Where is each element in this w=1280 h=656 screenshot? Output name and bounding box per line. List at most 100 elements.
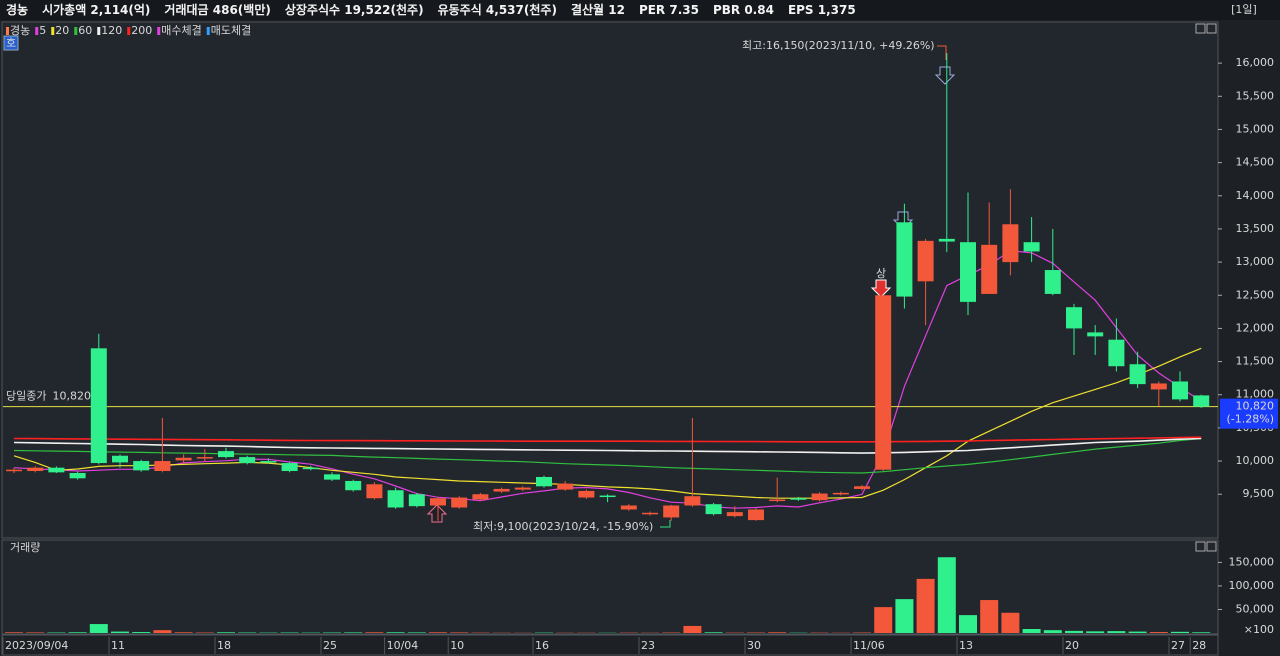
volume-bar	[89, 624, 108, 633]
legend-swatch	[97, 27, 101, 35]
volume-bar	[1107, 631, 1126, 633]
candle-body	[493, 488, 510, 492]
candle-body	[599, 495, 616, 498]
moving-average	[13, 437, 1202, 474]
legend-label: 200	[131, 24, 152, 37]
y-tick-label: 16,000	[1236, 56, 1275, 69]
panel-close[interactable]	[1206, 541, 1217, 552]
candle-body	[408, 494, 425, 507]
hoga-button[interactable]	[3, 35, 19, 51]
legend-swatch	[206, 27, 210, 35]
y-tick-label: 15,500	[1236, 89, 1275, 102]
candle-body	[1023, 242, 1040, 252]
volume-bar	[5, 632, 23, 633]
volume-bar	[26, 632, 45, 633]
candle-body	[1108, 339, 1125, 367]
moving-average	[13, 347, 1202, 499]
volume-bar	[429, 632, 447, 633]
y-tick-label: 15,000	[1236, 122, 1275, 135]
y-tick-label: 12,500	[1236, 288, 1275, 301]
candle-body	[387, 490, 404, 508]
volume-bar	[704, 632, 723, 633]
legend-swatch	[51, 27, 55, 35]
volume-bar	[874, 607, 893, 633]
legend-label: 매도체결	[211, 24, 251, 37]
high-annotation: 최고:16,150(2023/11/10, +49.26%)	[742, 39, 935, 52]
candle-body	[790, 498, 807, 500]
legend-label: 5	[39, 24, 46, 37]
period-button[interactable]: [1일]	[1231, 2, 1257, 16]
candle-body	[345, 480, 362, 491]
date-axis	[1, 634, 1219, 656]
candle-body	[875, 295, 892, 470]
x-tick-label: 28	[1192, 639, 1206, 652]
candle-body	[1129, 364, 1146, 385]
last-close-value: 10,820	[52, 390, 91, 403]
price-box-change: (-1.28%)	[1227, 413, 1275, 426]
y-tick-label: 100,000	[1229, 579, 1275, 592]
y-tick-label: 11,000	[1236, 388, 1275, 401]
x-tick-label: 10	[450, 639, 464, 652]
candle-body	[112, 455, 128, 463]
candle-body	[175, 457, 192, 461]
header-item: 결산월 12	[571, 2, 625, 17]
candle-body	[324, 474, 340, 480]
legend-label: 경농	[10, 24, 30, 37]
panel-max[interactable]	[1195, 541, 1206, 552]
volume-bar	[1022, 629, 1041, 633]
candle-body	[1150, 383, 1167, 390]
volume-bar	[1001, 612, 1020, 633]
x-tick-label: 20	[1065, 639, 1079, 652]
candle-body	[832, 492, 849, 495]
low-arrow	[426, 504, 448, 523]
legend-swatch	[127, 27, 131, 35]
candle-body	[1172, 381, 1188, 400]
candle-body	[620, 505, 637, 510]
x-tick-label: 18	[217, 639, 231, 652]
legend-swatch	[74, 27, 78, 35]
y-tick-label: 13,000	[1236, 255, 1275, 268]
candle-body	[451, 497, 468, 508]
volume-bar	[1171, 631, 1189, 633]
y-tick-label: 10,000	[1236, 454, 1275, 467]
hoga-label: 호	[6, 37, 16, 50]
x-tick-label: 13	[959, 639, 973, 652]
candle-body	[981, 244, 998, 294]
candle-body	[748, 509, 764, 521]
candle-body	[642, 512, 658, 515]
last-close-label: 당일종가	[6, 389, 46, 403]
candle-body	[366, 484, 383, 499]
header-item: PBR 0.84	[713, 3, 774, 17]
header-item: 상장주식수 19,522(천주)	[285, 2, 424, 17]
candle-body	[705, 504, 722, 515]
candle-body	[896, 222, 913, 297]
candle-body	[6, 469, 22, 472]
last-close-text: 당일종가 10,820	[6, 389, 91, 403]
y-tick-label: 13,500	[1236, 222, 1275, 235]
candle-body	[430, 498, 446, 506]
panel-max[interactable]	[1195, 23, 1206, 34]
panel-close[interactable]	[1206, 23, 1217, 34]
candle-body	[578, 490, 595, 498]
header-info: 경농 시가총액 2,114(억) 거래대금 486(백만) 상장주식수 19,522(…	[6, 2, 856, 17]
limit-up-label: 상	[876, 267, 886, 280]
volume-panel	[1, 539, 1219, 635]
candle-body	[960, 242, 976, 302]
legend-swatch	[35, 27, 39, 35]
legend-swatch	[6, 27, 9, 35]
y-tick-label: 9,500	[1243, 487, 1275, 500]
buy-arrow	[870, 279, 892, 298]
candle-body	[1087, 332, 1104, 337]
candle-body	[854, 486, 870, 489]
candle-body	[1002, 224, 1019, 263]
candle-body	[938, 238, 955, 242]
candle-body	[281, 463, 298, 472]
candle-body	[239, 457, 256, 464]
volume-bar	[683, 625, 702, 633]
header-item: 유동주식 4,537(천주)	[438, 2, 557, 17]
y-tick-label: 14,500	[1236, 156, 1275, 169]
volume-bar	[980, 600, 999, 633]
sell-arrow	[934, 66, 956, 85]
volume-bar	[1086, 631, 1105, 633]
